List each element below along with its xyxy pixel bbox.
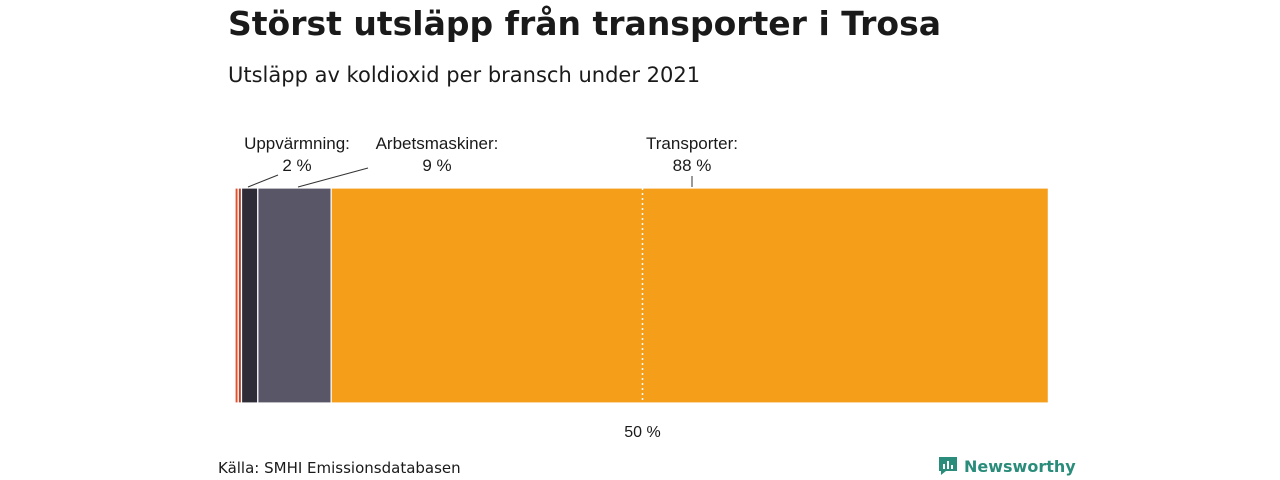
reference-label: 50 % bbox=[624, 424, 660, 441]
segment-label: Transporter: bbox=[646, 134, 738, 153]
bar-segment bbox=[257, 187, 332, 404]
source-note: Källa: SMHI Emissionsdatabasen bbox=[218, 459, 461, 477]
segment-label: Arbetsmaskiner: bbox=[376, 134, 499, 153]
brand-name: Newsworthy bbox=[964, 456, 1076, 476]
segment-value-label: 88 % bbox=[673, 156, 712, 175]
label-leader-line bbox=[247, 174, 279, 188]
chart-subtitle: Utsläpp av koldioxid per bransch under 2… bbox=[228, 63, 701, 87]
label-leader-line bbox=[297, 167, 369, 188]
bar-segment bbox=[330, 187, 1049, 404]
brand-logo: Newsworthy bbox=[938, 456, 1076, 476]
newsworthy-logo-icon bbox=[939, 457, 957, 475]
stacked-bar-chart: Uppvärmning: 2 % Arbetsmaskiner: 9 % Transpo… bbox=[234, 134, 1049, 441]
segment-value-label: 2 % bbox=[282, 156, 311, 175]
bar-segment bbox=[240, 187, 259, 404]
chart-title: Störst utsläpp från transporter i Trosa bbox=[228, 4, 941, 43]
segment-value-label: 9 % bbox=[422, 156, 451, 175]
segment-label: Uppvärmning: bbox=[244, 134, 350, 153]
